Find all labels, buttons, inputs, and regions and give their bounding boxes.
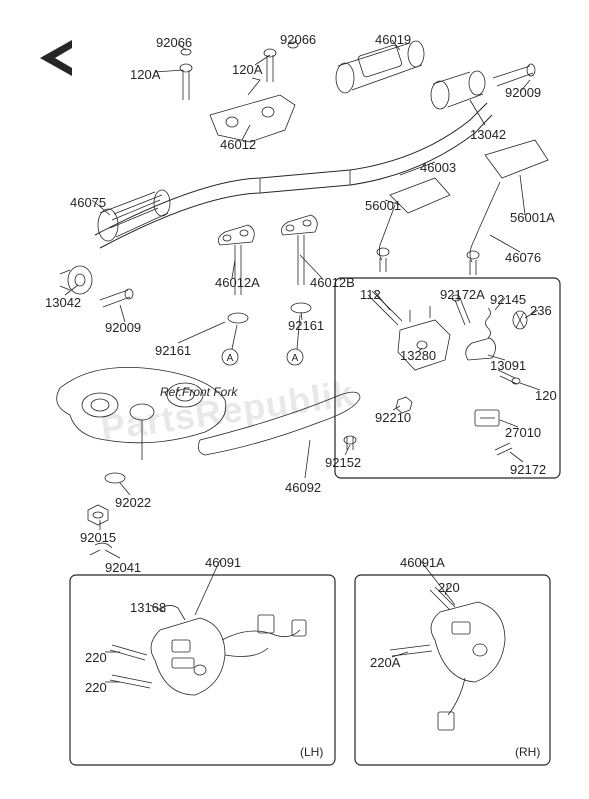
part-56001a [467,140,548,275]
part-92015 [88,505,108,525]
part-46091a [431,602,505,730]
part-92145 [486,308,491,338]
diagram-svg: A A [0,0,589,799]
marker-a-1: A [222,349,238,365]
part-27010 [475,410,499,426]
part-92009-right [493,64,535,86]
part-236 [513,311,527,329]
svg-text:A: A [292,353,299,364]
part-46012 [210,78,295,142]
part-13280 [398,306,450,370]
part-92161-a [228,313,248,323]
part-56001 [377,178,450,272]
part-92172a [455,298,470,325]
part-46019 [336,41,424,93]
part-46091 [151,615,306,695]
part-120a-left [180,49,192,100]
part-120 [498,370,517,384]
svg-text:A: A [227,353,234,364]
part-92210 [396,397,412,413]
part-46012a [218,225,254,295]
marker-a-2: A [287,349,303,365]
part-92172 [495,443,512,455]
part-13168 [160,605,185,620]
part-13042-left [60,266,92,294]
part-92041 [90,543,112,555]
part-13042-right [431,71,485,109]
part-120a-right [264,42,298,82]
part-220-rh [430,587,455,610]
part-92161-b [291,303,311,313]
part-220-lh-a [110,645,147,660]
part-46092 [198,392,360,455]
part-46012b [281,215,317,285]
part-13091 [466,338,496,360]
part-92152 [344,436,356,444]
part-112 [368,291,402,325]
part-92009-left [100,289,133,307]
arrow-icon [40,40,72,76]
part-220-lh-b [110,675,152,688]
part-front-fork-ref [57,367,226,460]
part-92022 [105,473,125,483]
part-220a-rh [390,645,432,656]
